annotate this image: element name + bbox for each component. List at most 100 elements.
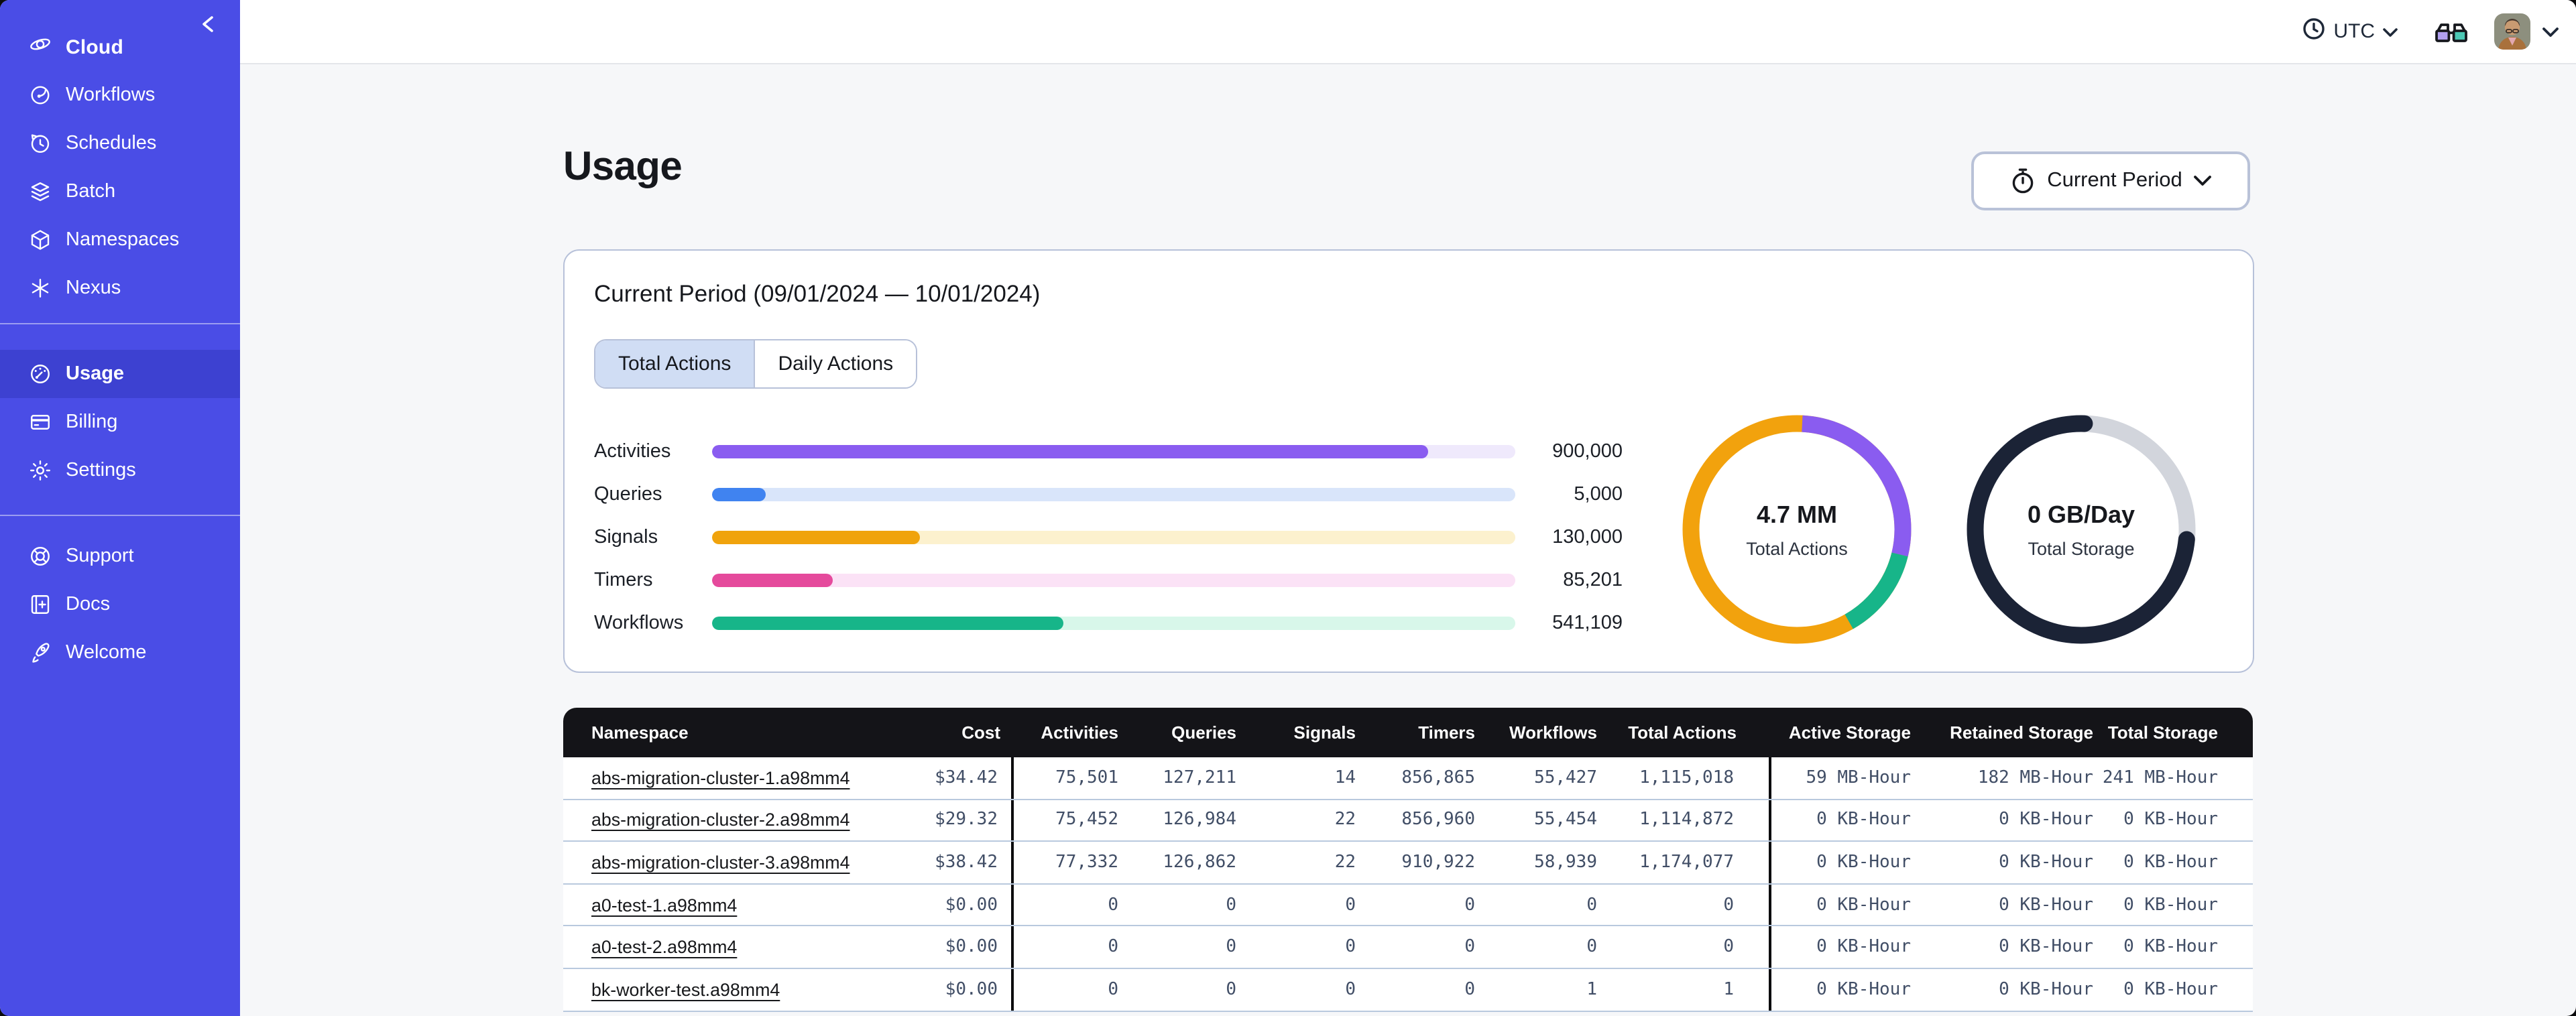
timezone-dropdown[interactable]: UTC [2302,17,2398,46]
donut-label: Total Storage [2028,538,2135,558]
value-cell: 0 [1108,895,1118,915]
value-cell: 0 [1226,937,1236,958]
donut-label: Total Actions [1746,538,1848,558]
bar-label: Workflows [594,613,684,634]
sidebar-item-label: Namespaces [66,229,180,251]
timezone-label: UTC [2333,20,2375,43]
value-cell: 0 [1464,937,1475,958]
value-cell: 77,332 [1055,852,1118,873]
value-cell: $0.00 [872,884,1014,926]
sidebar-item-nexus[interactable]: Nexus [0,264,240,312]
value-cell: 1,174,077 [1605,842,1771,883]
column-header-activities: Activities [1041,722,1118,743]
tab-daily-actions[interactable]: Daily Actions [754,340,917,387]
bar-label: Timers [594,570,653,591]
value-cell: 55,454 [1534,810,1597,830]
column-header-queries: Queries [1171,722,1236,743]
namespace-link[interactable]: abs-migration-cluster-1.a98mm4 [591,767,850,788]
value-cell: $38.42 [872,842,1014,883]
bar-label: Activities [594,441,671,462]
namespace-link[interactable]: a0-test-1.a98mm4 [591,895,738,915]
sidebar-item-label: Support [66,546,134,567]
value-cell: 182 MB-Hour [1977,767,2093,788]
column-header-active-storage: Active Storage [1788,722,1911,743]
sidebar-divider [0,323,240,324]
sidebar-item-settings[interactable]: Settings [0,446,240,495]
column-header-cost: Cost [961,722,1000,743]
value-cell: 0 KB-Hour [1999,810,2093,830]
bar-label: Queries [594,484,662,505]
value-cell: 0 KB-Hour [2123,852,2218,873]
value-cell: 856,865 [1401,767,1475,788]
sidebar-item-label: Batch [66,181,116,202]
value-cell: 0 [1605,884,1771,926]
sidebar-item-batch[interactable]: Batch [0,168,240,216]
column-header-total-storage: Total Storage [2107,722,2218,743]
tab-total-actions[interactable]: Total Actions [595,340,754,387]
value-cell: 0 [1345,895,1356,915]
sidebar-item-billing[interactable]: Billing [0,398,240,446]
sidebar-item-docs[interactable]: Docs [0,580,240,629]
current-period-card: Current Period (09/01/2024 — 10/01/2024)… [563,249,2254,673]
table-row: abs-migration-cluster-1.a98mm4 $34.42 75,5… [563,757,2253,800]
value-cell: 0 [1464,979,1475,1000]
table-row: bk-worker-test.a98mm4 $0.00 0 0 0 0 1 1 0 KB-Hou… [563,968,2253,1012]
bar-value: 900,000 [1552,441,1623,462]
sidebar-header-label: Cloud [66,36,123,58]
avatar[interactable] [2494,13,2530,50]
table-row: a0-test-2.a98mm4 $0.00 0 0 0 0 0 0 0 KB-Hour 0 KB… [563,926,2253,969]
value-cell: 0 [1226,895,1236,915]
value-cell: 22 [1334,852,1356,873]
chevron-down-icon [2194,176,2212,186]
sidebar-collapse-button[interactable] [197,13,219,35]
total-actions-donut-chart: 4.7 MM Total Actions [1676,409,1918,650]
value-cell: 0 KB-Hour [2123,895,2218,915]
usage-bar-signals: Signals 130,000 [594,516,1623,559]
value-cell: 0 KB-Hour [1816,810,1911,830]
billing-icon [28,410,52,434]
usage-bar-chart: Activities 900,000 Queries 5,000 Signals 130,… [594,430,1623,645]
sidebar-item-welcome[interactable]: Welcome [0,629,240,677]
column-header-timers: Timers [1418,722,1475,743]
sidebar-item-label: Schedules [66,133,157,154]
sidebar-item-usage[interactable]: Usage [0,350,240,398]
value-cell: $0.00 [872,968,1014,1011]
bar-track [712,531,1515,544]
value-cell: 1,115,018 [1605,757,1771,799]
nexus-icon [28,276,52,300]
value-cell: 910,922 [1401,852,1475,873]
sidebar-item-support[interactable]: Support [0,532,240,580]
namespace-link[interactable]: abs-migration-cluster-3.a98mm4 [591,852,850,873]
value-cell: 58,939 [1534,852,1597,873]
value-cell: 1 [1605,968,1771,1011]
period-selector-button[interactable]: Current Period [1971,151,2250,210]
table-row: a0-test-1.a98mm4 $0.00 0 0 0 0 0 0 0 KB-Hour 0 KB… [563,884,2253,927]
value-cell: 0 [1464,895,1475,915]
actions-tab-group: Total Actions Daily Actions [594,339,918,389]
batch-icon [28,180,52,204]
namespace-link[interactable]: abs-migration-cluster-2.a98mm4 [591,810,850,830]
value-cell: 126,862 [1163,852,1236,873]
bar-track [712,445,1515,458]
sidebar-item-workflows[interactable]: Workflows [0,71,240,119]
value-cell: 0 KB-Hour [1999,895,2093,915]
namespace-cell: a0-test-1.a98mm4 [563,885,872,926]
column-header-namespace: Namespace [591,722,689,743]
docs-icon [28,592,52,617]
namespace-cell: abs-migration-cluster-2.a98mm4 [563,800,872,840]
sidebar-item-label: Nexus [66,277,121,299]
sidebar-item-schedules[interactable]: Schedules [0,119,240,168]
namespace-cell: abs-migration-cluster-3.a98mm4 [563,842,872,883]
bar-fill [712,617,1064,630]
bar-track [712,574,1515,587]
bar-track [712,617,1515,630]
account-menu-chevron-icon[interactable] [2542,26,2559,37]
schedules-icon [28,131,52,155]
namespace-link[interactable]: bk-worker-test.a98mm4 [591,979,780,1000]
value-cell: 0 KB-Hour [2123,810,2218,830]
demo-glasses-icon[interactable] [2434,19,2469,44]
bar-fill [712,531,921,544]
sidebar-item-namespaces[interactable]: Namespaces [0,216,240,264]
namespace-link[interactable]: a0-test-2.a98mm4 [591,937,738,958]
